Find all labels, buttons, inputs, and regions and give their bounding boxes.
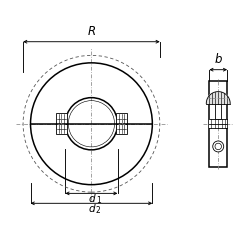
Text: d: d — [89, 194, 96, 204]
Text: b: b — [214, 54, 222, 66]
Bar — [56, 124, 66, 134]
Circle shape — [213, 141, 224, 152]
Bar — [116, 124, 127, 134]
Bar — [209, 81, 227, 167]
Text: R: R — [88, 26, 96, 38]
Bar — [215, 104, 221, 119]
Text: 1: 1 — [96, 196, 101, 205]
Text: d: d — [89, 204, 96, 214]
Bar — [116, 113, 127, 124]
Text: 2: 2 — [96, 206, 101, 215]
Circle shape — [215, 143, 222, 150]
Bar — [209, 124, 227, 128]
Polygon shape — [206, 92, 230, 104]
Bar — [56, 113, 66, 124]
Bar — [209, 119, 227, 124]
